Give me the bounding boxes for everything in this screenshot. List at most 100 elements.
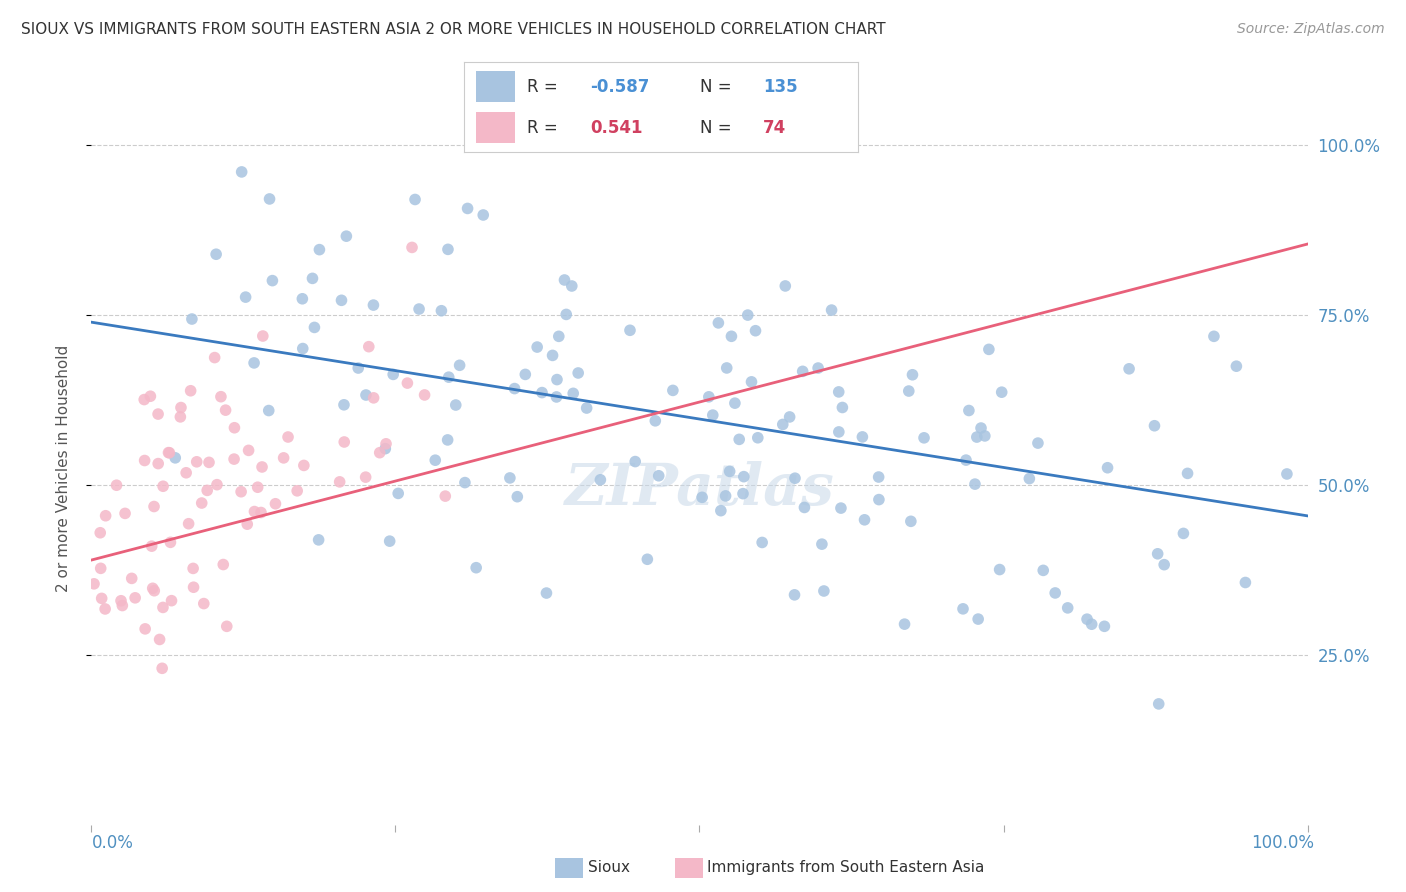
Text: R =: R = [527,119,558,136]
Text: N =: N = [700,119,731,136]
Point [775,279,797,293]
Point [139,389,162,403]
Point [1143,418,1166,433]
Point [967,612,990,626]
Point [292,458,315,473]
Point [546,373,568,387]
Point [1234,575,1257,590]
Point [243,504,266,518]
Text: Source: ZipAtlas.com: Source: ZipAtlas.com [1237,22,1385,37]
Point [966,430,988,444]
Point [246,480,269,494]
Point [619,323,641,337]
Text: 0.0%: 0.0% [91,834,134,852]
Point [181,561,204,575]
Point [90,591,112,606]
Point [354,388,377,402]
Point [159,535,181,549]
Point [160,593,183,607]
Point [277,430,299,444]
Point [553,273,575,287]
Point [820,303,842,318]
Point [897,384,920,398]
Point [143,583,166,598]
Point [830,501,852,516]
Point [291,342,314,356]
Point [110,593,132,607]
Point [449,359,471,373]
Point [707,316,730,330]
Point [89,525,111,540]
Point [793,500,815,515]
Point [434,489,457,503]
Point [733,469,755,483]
Point [259,192,281,206]
Point [205,477,228,491]
Text: 100.0%: 100.0% [1251,834,1315,852]
Y-axis label: 2 or more Vehicles in Household: 2 or more Vehicles in Household [56,344,70,592]
Point [963,477,986,491]
Point [952,602,974,616]
Point [134,392,156,407]
Point [83,577,105,591]
Point [430,303,453,318]
Text: 135: 135 [763,78,797,95]
Text: Sioux: Sioux [588,861,630,875]
Point [264,497,287,511]
Point [813,584,835,599]
Point [169,409,191,424]
Point [177,516,200,531]
Point [893,617,915,632]
FancyBboxPatch shape [475,71,515,102]
Point [347,361,370,376]
Point [720,329,742,343]
Point [1026,436,1049,450]
Point [828,425,851,439]
Point [546,390,568,404]
Point [190,496,212,510]
Point [149,632,172,647]
Point [183,580,205,594]
Point [134,453,156,467]
FancyBboxPatch shape [475,112,515,143]
Point [575,401,598,415]
Text: SIOUX VS IMMIGRANTS FROM SOUTH EASTERN ASIA 2 OR MORE VEHICLES IN HOUSEHOLD CORR: SIOUX VS IMMIGRANTS FROM SOUTH EASTERN A… [21,22,886,37]
Point [180,312,202,326]
Point [690,491,713,505]
Point [235,290,257,304]
Point [150,661,173,675]
Point [308,533,330,547]
Point [308,243,330,257]
Point [387,486,409,500]
Point [831,401,853,415]
Point [472,208,495,222]
Point [811,537,834,551]
Point [90,561,112,575]
Point [222,452,245,467]
Point [250,460,273,475]
Point [354,470,377,484]
Point [363,391,385,405]
Point [121,571,143,585]
Point [751,535,773,549]
Point [526,340,548,354]
Point [170,401,193,415]
Point [304,320,326,334]
Point [955,453,977,467]
Point [146,407,169,421]
Point [977,343,1000,357]
Point [589,473,612,487]
Point [180,384,202,398]
Point [437,370,460,384]
Text: N =: N = [700,78,731,95]
Point [710,503,733,517]
Point [114,507,136,521]
Point [901,368,924,382]
Text: 74: 74 [763,119,786,136]
Point [382,368,405,382]
Point [134,622,156,636]
Point [368,445,391,459]
Point [1032,563,1054,577]
Point [702,408,724,422]
Point [215,619,238,633]
